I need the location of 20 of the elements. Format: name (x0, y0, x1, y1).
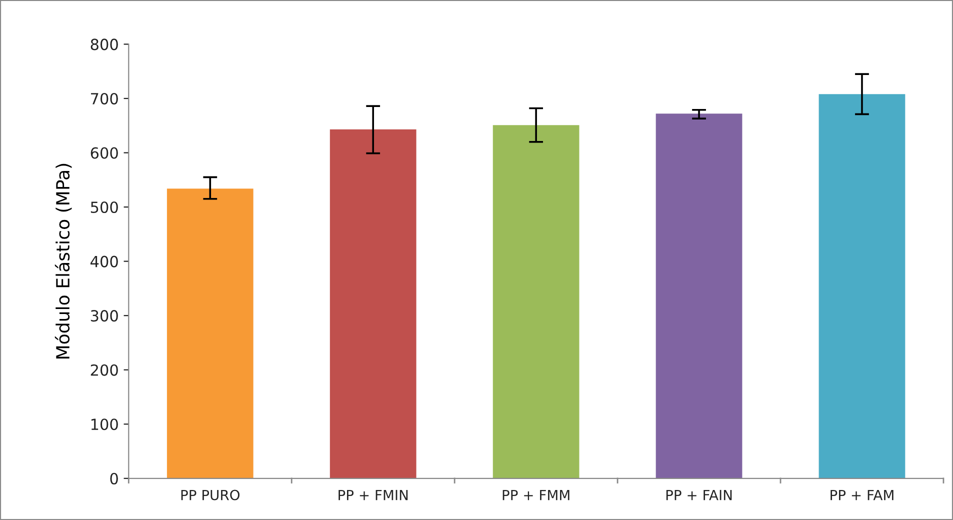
y-tick-label: 300 (90, 310, 118, 322)
x-tick-label: PP PURO (181, 490, 240, 500)
x-tick-label: PP + FMM (502, 490, 570, 500)
y-tick-label: 100 (91, 418, 118, 430)
y-tick-label: 600 (90, 147, 118, 159)
y-tick-label: 400 (90, 256, 118, 268)
bar (166, 188, 254, 478)
y-tick-label: 200 (90, 364, 118, 376)
bar (330, 129, 416, 478)
bar (492, 125, 580, 478)
y-tick-label: 800 (90, 38, 118, 50)
x-tick-label: PP + FAM (830, 490, 894, 500)
bar (656, 114, 742, 478)
y-tick-label: 500 (90, 201, 118, 214)
y-axis-title: Módulo Elástico (MPa) (54, 164, 72, 358)
x-tick-label: PP + FMIN (338, 490, 408, 500)
y-tick-label: 700 (91, 92, 118, 104)
x-tick-label: PP + FAIN (666, 490, 732, 500)
y-tick-label: 0 (110, 472, 118, 484)
bar (818, 94, 906, 478)
